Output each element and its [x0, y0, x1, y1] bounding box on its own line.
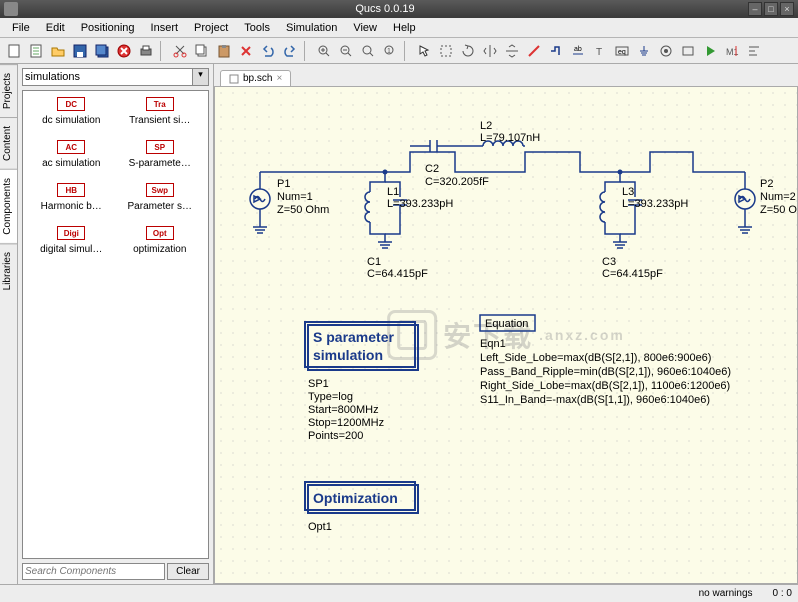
pointer-icon[interactable]: [414, 41, 434, 61]
open-icon[interactable]: [48, 41, 68, 61]
titlebar: Qucs 0.0.19 – □ ×: [0, 0, 798, 18]
saveall-icon[interactable]: [92, 41, 112, 61]
c3-label: C3C=64.415pF: [602, 256, 663, 280]
cut-icon[interactable]: [170, 41, 190, 61]
marker-icon[interactable]: M1: [722, 41, 742, 61]
close-button[interactable]: ×: [780, 2, 794, 16]
new-icon[interactable]: [4, 41, 24, 61]
component-grid: DCdc simulation TraTransient si… ACac si…: [22, 90, 209, 559]
comp-tran[interactable]: TraTransient si…: [118, 97, 203, 126]
rotate-icon[interactable]: [458, 41, 478, 61]
doc-icon: [229, 74, 239, 84]
copy-icon[interactable]: [192, 41, 212, 61]
zoom-1-icon[interactable]: 1: [380, 41, 400, 61]
menu-insert[interactable]: Insert: [143, 20, 187, 36]
tab-label: bp.sch: [243, 73, 272, 84]
menu-file[interactable]: File: [4, 20, 38, 36]
zoom-fit-icon[interactable]: [358, 41, 378, 61]
maximize-button[interactable]: □: [764, 2, 778, 16]
schematic-canvas[interactable]: 安下载.anxz.com P1Num=1Z=50 Ohm P2Num=2Z=50…: [214, 86, 798, 584]
sidebar: ▾ DCdc simulation TraTransient si… ACac …: [18, 64, 214, 584]
mirror-y-icon[interactable]: [502, 41, 522, 61]
delete-icon[interactable]: [236, 41, 256, 61]
zoom-in-icon[interactable]: [314, 41, 334, 61]
comp-opt[interactable]: Optoptimization: [118, 226, 203, 255]
tab-components[interactable]: Components: [0, 169, 17, 243]
align-icon[interactable]: [744, 41, 764, 61]
sp-params: SP1Type=logStart=800MHzStop=1200MHzPoint…: [308, 378, 384, 442]
menu-help[interactable]: Help: [385, 20, 424, 36]
opt-title: Optimization: [313, 490, 398, 506]
menu-project[interactable]: Project: [186, 20, 236, 36]
tab-projects[interactable]: Projects: [0, 64, 17, 117]
paste-icon[interactable]: [214, 41, 234, 61]
p2-label: P2Num=2Z=50 Ohm: [760, 178, 797, 216]
toolbar: 1 ab T eq M1: [0, 38, 798, 64]
comp-swp[interactable]: SwpParameter s…: [118, 183, 203, 212]
l2-label: L2L=79.107nH: [480, 120, 540, 144]
c1-label: C1C=64.415pF: [367, 256, 428, 280]
sp-title: S parametersimulation: [313, 329, 394, 363]
print-icon[interactable]: [136, 41, 156, 61]
l3-label: L3L=393.233pH: [622, 186, 688, 210]
wire-icon[interactable]: [546, 41, 566, 61]
svg-text:1: 1: [387, 48, 391, 55]
dropdown-button[interactable]: ▾: [193, 68, 209, 86]
mirror-x-icon[interactable]: [480, 41, 500, 61]
window-title: Qucs 0.0.19: [24, 3, 746, 15]
opt-label: Opt1: [308, 521, 332, 533]
simulate-icon[interactable]: [700, 41, 720, 61]
category-dropdown[interactable]: [22, 68, 193, 86]
svg-text:eq: eq: [618, 49, 626, 56]
status-warnings: no warnings: [699, 588, 753, 599]
sidebar-tabs: Projects Content Components Libraries: [0, 64, 18, 584]
undo-icon[interactable]: [258, 41, 278, 61]
tabstrip: bp.sch ×: [214, 64, 798, 86]
deactivate-icon[interactable]: [524, 41, 544, 61]
close-doc-icon[interactable]: [114, 41, 134, 61]
comp-sp[interactable]: SPS-paramete…: [118, 140, 203, 169]
equation-icon[interactable]: eq: [612, 41, 632, 61]
eqn-title: Equation: [485, 318, 528, 330]
l1-label: L1L=393.233pH: [387, 186, 453, 210]
clear-button[interactable]: Clear: [167, 563, 209, 580]
wire-label-icon[interactable]: ab: [568, 41, 588, 61]
c2-label: C2C=320.205fF: [425, 163, 489, 188]
menu-simulation[interactable]: Simulation: [278, 20, 345, 36]
save-icon[interactable]: [70, 41, 90, 61]
text-icon[interactable]: T: [590, 41, 610, 61]
minimize-button[interactable]: –: [748, 2, 762, 16]
subcircuit-icon[interactable]: [678, 41, 698, 61]
statusbar: no warnings 0 : 0: [0, 584, 798, 602]
svg-text:ab: ab: [574, 46, 582, 53]
svg-text:T: T: [596, 47, 602, 58]
select-icon[interactable]: [436, 41, 456, 61]
menu-tools[interactable]: Tools: [236, 20, 278, 36]
tab-content[interactable]: Content: [0, 117, 17, 169]
search-input[interactable]: [22, 563, 165, 580]
menu-positioning[interactable]: Positioning: [73, 20, 143, 36]
comp-hb[interactable]: HBHarmonic b…: [29, 183, 114, 212]
tab-close-icon[interactable]: ×: [276, 73, 282, 84]
document-tab[interactable]: bp.sch ×: [220, 70, 291, 86]
menu-view[interactable]: View: [345, 20, 385, 36]
doc-icon[interactable]: [26, 41, 46, 61]
ground-icon[interactable]: [634, 41, 654, 61]
svg-text:M1: M1: [726, 47, 739, 57]
tab-libraries[interactable]: Libraries: [0, 243, 17, 298]
comp-digi[interactable]: Digidigital simul…: [29, 226, 114, 255]
zoom-out-icon[interactable]: [336, 41, 356, 61]
app-icon: [4, 2, 18, 16]
eqn-body: Eqn1Left_Side_Lobe=max(dB(S[2,1]), 800e6…: [480, 338, 731, 406]
port-icon[interactable]: [656, 41, 676, 61]
status-position: 0 : 0: [773, 588, 792, 599]
menubar: File Edit Positioning Insert Project Too…: [0, 18, 798, 38]
comp-dc[interactable]: DCdc simulation: [29, 97, 114, 126]
comp-ac[interactable]: ACac simulation: [29, 140, 114, 169]
p1-label: P1Num=1Z=50 Ohm: [277, 178, 329, 216]
menu-edit[interactable]: Edit: [38, 20, 73, 36]
redo-icon[interactable]: [280, 41, 300, 61]
